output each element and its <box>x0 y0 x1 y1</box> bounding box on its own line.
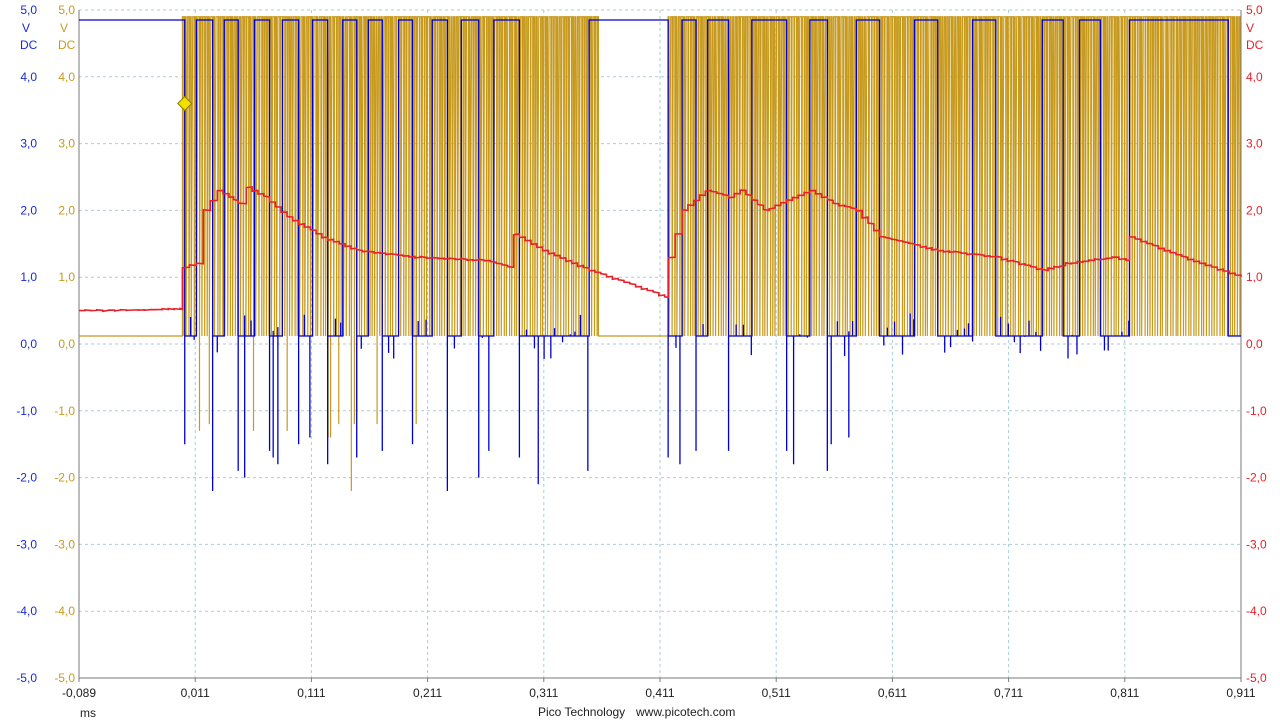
y-axis-right-ticks: 5,0 4,0 3,0 2,0 1,0 0,0 -1,0 -2,0 -3,0 -4,0 -5,0 <box>1246 3 1267 685</box>
axis-unit-0: V <box>22 21 30 35</box>
x-axis-unit: ms <box>80 706 96 720</box>
y-tick-right-3: 2,0 <box>1246 203 1263 217</box>
y-tick-left-4: 1,0 <box>20 270 37 284</box>
y-tick-right-4: 1,0 <box>1246 270 1263 284</box>
x-tick-label-1: 0,011 <box>181 686 210 700</box>
y-tick-inner-2: 3,0 <box>58 137 75 151</box>
y-tick-inner-3: 2,0 <box>58 203 75 217</box>
y-tick-right-6: -1,0 <box>1246 404 1267 418</box>
y-tick-inner-9: -4,0 <box>54 604 75 618</box>
x-tick-label-5: 0,411 <box>645 686 674 700</box>
x-tick-label-10: 0,911 <box>1226 686 1255 700</box>
y-axis-left-ticks: 5,0 4,0 3,0 2,0 1,0 0,0 -1,0 -2,0 -3,0 -4,0 -5,0 <box>16 3 37 685</box>
y-tick-inner-4: 1,0 <box>58 270 75 284</box>
y-tick-right-5: 0,0 <box>1246 337 1263 351</box>
y-tick-left-10: -5,0 <box>16 671 37 685</box>
y-tick-inner-8: -3,0 <box>54 537 75 551</box>
y-tick-inner-7: -2,0 <box>54 471 75 485</box>
traces <box>79 16 1242 491</box>
axis-unit-1: V <box>60 21 68 35</box>
trigger-diamond-icon[interactable] <box>177 95 193 112</box>
y-tick-inner-0: 5,0 <box>58 3 75 17</box>
trigger-marker[interactable] <box>177 95 193 112</box>
y-tick-right-10: -5,0 <box>1246 671 1267 685</box>
axis-coupling-0: DC <box>20 38 38 52</box>
y-tick-left-7: -2,0 <box>16 471 37 485</box>
y-tick-left-6: -1,0 <box>16 404 37 418</box>
y-tick-left-3: 2,0 <box>20 203 37 217</box>
y-tick-right-7: -2,0 <box>1246 471 1267 485</box>
y-tick-inner-6: -1,0 <box>54 404 75 418</box>
y-tick-right-0: 5,0 <box>1246 3 1263 17</box>
y-tick-right-2: 3,0 <box>1246 137 1263 151</box>
x-tick-label-3: 0,211 <box>413 686 442 700</box>
x-tick-label-8: 0,711 <box>994 686 1023 700</box>
y-tick-right-9: -4,0 <box>1246 604 1267 618</box>
y-tick-left-9: -4,0 <box>16 604 37 618</box>
y-tick-right-8: -3,0 <box>1246 537 1267 551</box>
y-tick-left-2: 3,0 <box>20 137 37 151</box>
y-axis-inner-ticks: 5,0 4,0 3,0 2,0 1,0 0,0 -1,0 -2,0 -3,0 -4,0 -5,0 <box>54 3 75 685</box>
trace-channel-a <box>79 19 1241 491</box>
x-tick-label-7: 0,611 <box>878 686 907 700</box>
axis-coupling-2: DC <box>1246 38 1264 52</box>
x-axis-ticks: -0,089 0,011 0,111 0,211 0,311 0,411 0,511 0,61… <box>62 678 1256 700</box>
y-tick-right-1: 4,0 <box>1246 70 1263 84</box>
axis-unit-2: V <box>1246 21 1254 35</box>
y-tick-inner-1: 4,0 <box>58 70 75 84</box>
trace-channel-b <box>79 16 1241 491</box>
y-tick-inner-5: 0,0 <box>58 337 75 351</box>
footer-brand: Pico Technology <box>538 705 625 719</box>
x-tick-label-0: -0,089 <box>62 686 96 700</box>
y-tick-inner-10: -5,0 <box>54 671 75 685</box>
x-tick-label-9: 0,811 <box>1110 686 1139 700</box>
x-tick-label-2: 0,111 <box>297 686 326 700</box>
y-tick-left-0: 5,0 <box>20 3 37 17</box>
y-tick-left-1: 4,0 <box>20 70 37 84</box>
axis-units: V DC V DC V DC <box>20 21 1264 52</box>
x-tick-label-4: 0,311 <box>529 686 558 700</box>
x-tick-label-6: 0,511 <box>762 686 791 700</box>
trace-channel-c <box>79 186 1242 313</box>
y-tick-left-5: 0,0 <box>20 337 37 351</box>
y-tick-left-8: -3,0 <box>16 537 37 551</box>
axis-coupling-1: DC <box>58 38 76 52</box>
footer-url: www.picotech.com <box>635 705 735 719</box>
